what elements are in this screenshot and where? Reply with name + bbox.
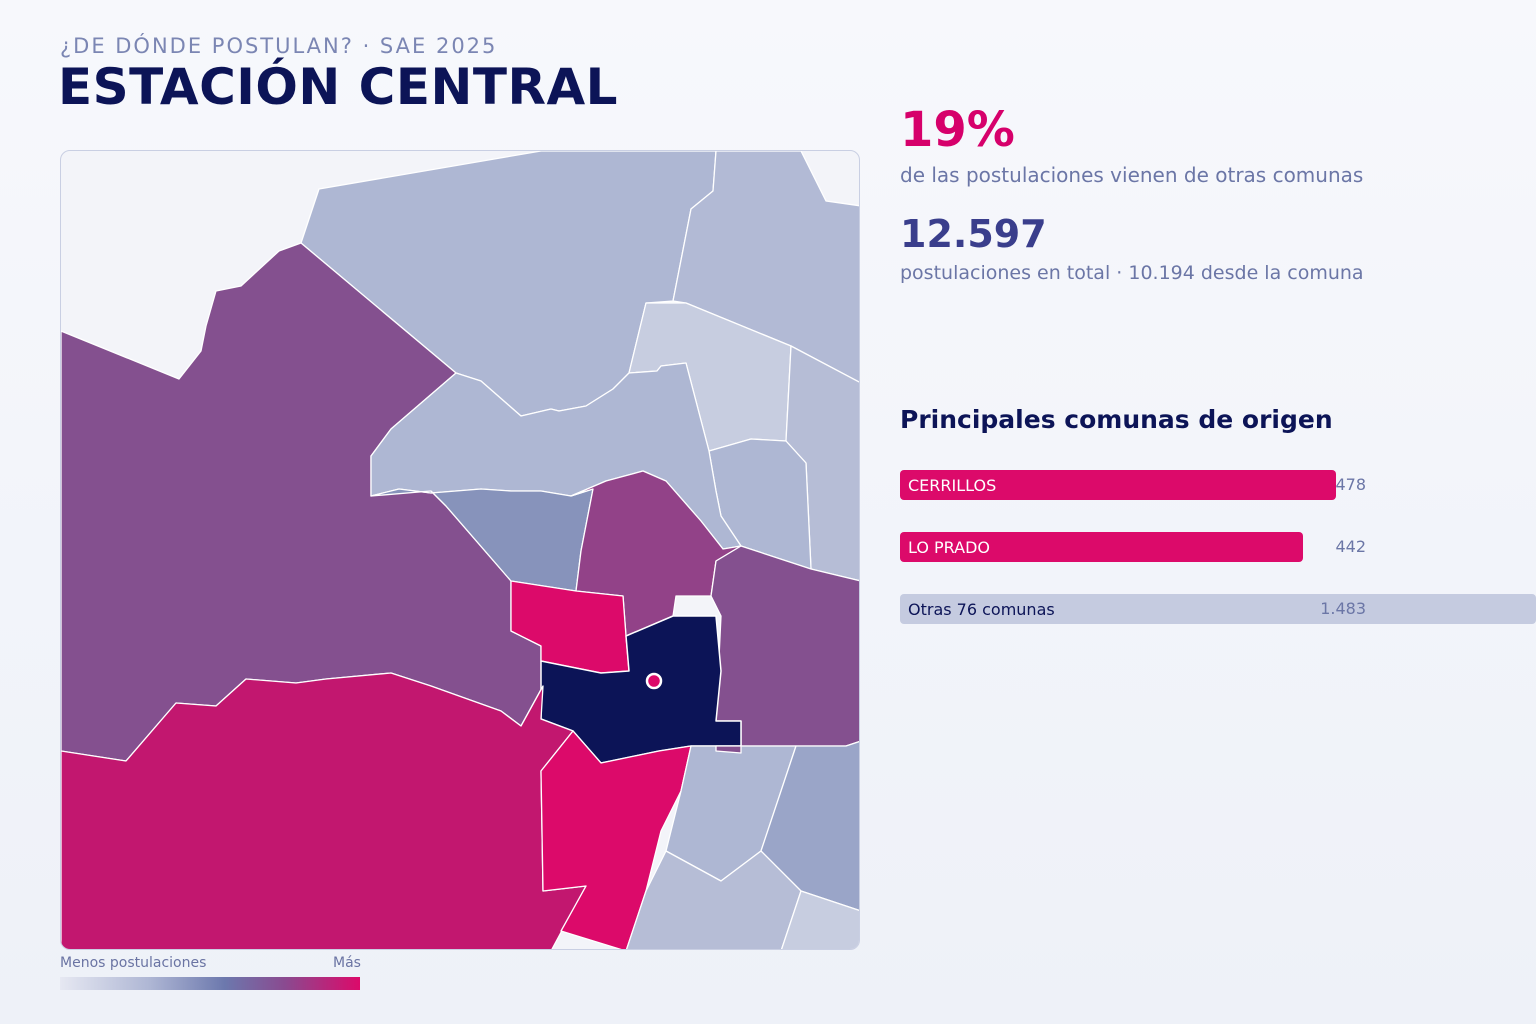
external-share-value: 19% [900, 102, 1015, 158]
legend-max-label: Más [333, 955, 361, 971]
total-applications-label: postulaciones en total · 10.194 desde la… [900, 262, 1364, 284]
ranking-bar-label: CERRILLOS [908, 475, 997, 495]
ranking-value: 478 [1335, 475, 1366, 494]
map-region-east[interactable] [710, 545, 860, 747]
legend-gradient-bar [60, 977, 360, 990]
ranking-bar-label: LO PRADO [908, 537, 990, 557]
legend-min-label: Menos postulaciones [60, 955, 207, 971]
ranking-bar: LO PRADO [900, 532, 1304, 562]
ranking-title: Principales comunas de origen [900, 405, 1333, 434]
page-kicker: ¿DE DÓNDE POSTULAN? · SAE 2025 [60, 34, 498, 58]
map-region-sliver [715, 745, 742, 754]
choropleth-map[interactable] [60, 150, 860, 950]
total-applications-value: 12.597 [900, 212, 1047, 256]
selected-commune-marker[interactable] [645, 672, 663, 690]
page-title: ESTACIÓN CENTRAL [58, 58, 619, 116]
ranking-value: 1.483 [1320, 599, 1366, 618]
ranking-row[interactable]: Otras 76 comunas 1.483 [900, 594, 1536, 624]
ranking-bar-label: Otras 76 comunas [908, 599, 1055, 619]
ranking-row[interactable]: LO PRADO 442 [900, 532, 1536, 562]
ranking-bar: CERRILLOS [900, 470, 1336, 500]
ranking-row[interactable]: CERRILLOS 478 [900, 470, 1536, 500]
ranking-bar: Otras 76 comunas [900, 594, 1536, 624]
ranking-value: 442 [1335, 537, 1366, 556]
map-region-south-corner[interactable] [780, 890, 860, 950]
external-share-label: de las postulaciones vienen de otras com… [900, 163, 1364, 187]
